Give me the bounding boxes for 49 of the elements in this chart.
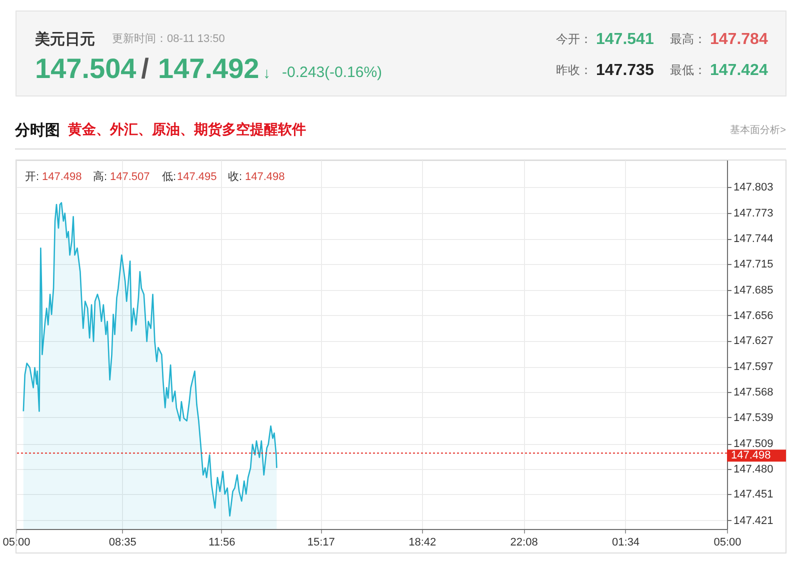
chart-subtitle: 更新时间：08-11 13:50: [112, 32, 225, 45]
y-tick-label: 147.685: [734, 284, 774, 296]
y-tick-label: 147.715: [734, 258, 774, 270]
y-tick-label: 147.421: [734, 514, 774, 527]
y-tick-label: 147.539: [734, 412, 774, 424]
x-tick-label: 05:00: [714, 536, 742, 548]
y-tick-label: 147.480: [734, 463, 774, 476]
text: ↓: [263, 65, 270, 82]
x-tick-label: 18:42: [408, 536, 436, 548]
chart-title: 美元日元: [34, 30, 95, 48]
annotation: 开:: [25, 171, 40, 183]
x-tick-label: 05:00: [2, 536, 30, 548]
text: 147.504: [35, 53, 137, 84]
text: 最高：: [670, 32, 706, 46]
text: -0.243(-0.16%): [282, 64, 382, 81]
annotation: 147.507: [110, 171, 150, 183]
x-tick-label: 22:08: [510, 536, 538, 548]
text: 今开：: [556, 32, 592, 46]
x-tick-label: 08:35: [108, 536, 136, 548]
annotation: 147.495: [177, 171, 217, 183]
text: 147.735: [596, 62, 654, 79]
text: 黄金、外汇、原油、期货多空提醒软件: [67, 121, 306, 137]
text: 147.784: [710, 31, 768, 48]
text: 昨收：: [556, 63, 592, 77]
y-tick-label: 147.773: [734, 208, 774, 220]
text: 最低：: [670, 63, 706, 77]
y-tick-label: 147.656: [734, 310, 774, 322]
y-tick-label: 147.509: [734, 438, 774, 450]
text: 分时图: [14, 122, 60, 139]
annotation: 147.498: [245, 171, 285, 183]
text: 基本面分析>: [730, 124, 786, 136]
text: 147.424: [710, 62, 768, 79]
text: 147.492: [158, 53, 260, 84]
annotation: 收:: [228, 171, 242, 183]
x-tick-label: 11:56: [208, 536, 236, 548]
y-tick-label: 147.568: [734, 386, 774, 399]
text: /: [141, 53, 150, 84]
y-tick-label: 147.627: [734, 335, 774, 348]
text: 147.541: [596, 31, 654, 48]
ref-line-label: 147.498: [731, 450, 771, 462]
x-tick-label: 01:34: [612, 536, 640, 548]
x-tick-label: 15:17: [307, 536, 335, 548]
annotation: 147.498: [42, 171, 82, 183]
annotation: 低:: [162, 171, 176, 183]
y-tick-label: 147.597: [734, 361, 774, 374]
y-tick-label: 147.451: [734, 488, 774, 501]
y-tick-label: 147.803: [734, 182, 774, 194]
y-tick-label: 147.744: [734, 233, 774, 246]
annotation: 高:: [93, 170, 108, 183]
